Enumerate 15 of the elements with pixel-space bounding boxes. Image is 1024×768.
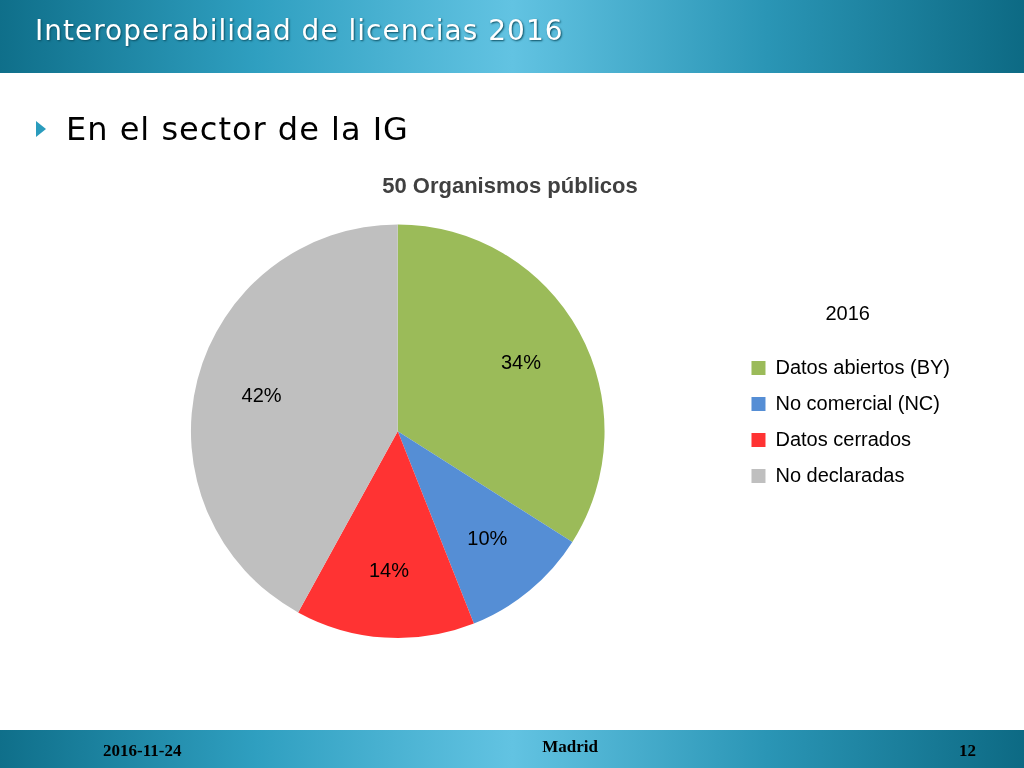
text: Interoperabilidad de licencias 2016 [35, 14, 564, 47]
legend-label: Datos cerrados [775, 427, 912, 450]
legend-label: Datos abiertos (BY) [775, 355, 950, 378]
text: Madrid [542, 737, 599, 757]
data-label: 10% [467, 527, 508, 550]
data-label: 14% [368, 559, 410, 582]
text: 12 [959, 741, 976, 761]
chart-subtitle: En el sector de la IG [66, 110, 409, 148]
legend-title: 2016 [825, 301, 870, 324]
text: 2016-11-24 [103, 741, 182, 761]
legend-label: No declaradas [775, 463, 905, 486]
data-label: 42% [241, 383, 282, 406]
chart-title: 50 Organismos públicos [382, 173, 638, 199]
data-label: 34% [500, 350, 542, 373]
legend-label: No comercial (NC) [775, 391, 940, 414]
